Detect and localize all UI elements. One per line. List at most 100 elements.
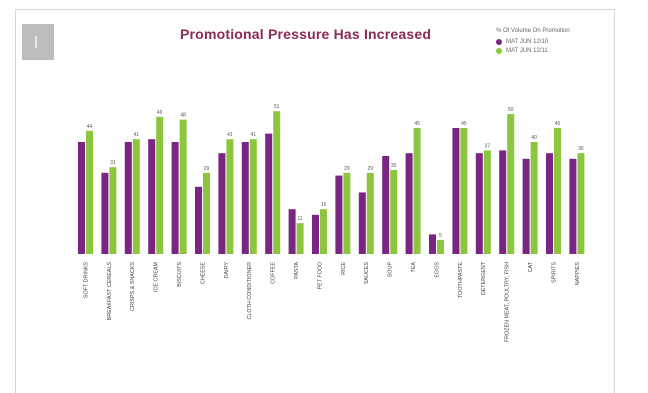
bar-2011-13 [390,170,398,254]
data-label-2011-5: 29 [204,166,210,172]
category-label-5: CHEESE [200,262,206,285]
bar-2010-15 [429,234,436,254]
bar-2010-7 [241,142,249,254]
legend-label-2011: MAT JUN 12/11 [506,48,548,54]
bar-2011-15 [437,240,444,254]
category-label-20: SPIRITS [551,262,557,283]
bar-2011-0 [86,130,93,254]
category-label-11: RICE [341,262,347,275]
category-label-8: COFFEE [271,262,277,284]
category-label-2: CRISPS & SNACKS [130,262,136,311]
category-label-15: EGGS [434,262,440,278]
category-label-12: SAUCES [364,262,370,285]
category-label-19: CAT [528,261,534,272]
data-label-2011-15: 5 [439,233,442,239]
category-label-0: SOFT DRINKS [83,262,89,299]
bar-2011-18 [507,114,515,254]
bar-2011-10 [320,209,327,254]
bar-2011-9 [296,223,304,254]
data-label-2011-10: 16 [321,202,327,208]
bar-2010-0 [78,142,85,254]
bar-2010-16 [452,128,460,254]
data-label-2011-20: 45 [555,121,561,127]
bar-2011-8 [273,111,281,254]
bar-2010-13 [382,156,390,254]
bar-2011-21 [577,153,585,254]
bar-2011-6 [226,139,234,254]
bar-2010-4 [171,142,179,254]
chart-title: Promotional Pressure Has Increased [180,26,432,42]
bar-2010-11 [335,175,343,254]
data-label-2011-14: 45 [414,121,420,127]
data-label-2011-18: 50 [508,107,514,113]
legend-title: % Of Volume On Promotion [496,28,570,34]
data-label-2011-13: 30 [391,163,397,169]
legend-swatch-2010 [496,39,502,45]
category-label-4: BISCUITS [177,262,183,287]
bar-2011-4 [179,119,187,254]
category-label-6: DAIRY [224,262,230,279]
category-label-3: ICE CREAM [154,261,160,291]
bar-2011-14 [413,128,421,254]
data-label-2011-21: 36 [578,146,584,152]
category-label-21: NAPPIES [575,262,581,286]
page-tab-mark [35,36,43,48]
bar-2011-20 [554,128,561,254]
category-label-18: FROZEN MEAT, POULTRY, FISH [505,262,511,342]
legend-entry-2011: MAT JUN 12/11 [496,48,570,54]
category-label-10: PET FOOD [317,262,323,290]
bar-2010-10 [312,214,319,254]
bar-2010-5 [195,186,202,254]
data-label-2011-12: 29 [368,166,374,172]
data-label-2011-17: 37 [485,143,491,149]
legend-entry-2010: MAT JUN 12/10 [496,39,570,45]
bar-2010-12 [358,192,366,254]
bar-2010-9 [288,209,296,254]
category-label-17: DETERGENT [481,261,487,295]
bar-2010-6 [218,153,226,254]
data-label-2011-3: 49 [157,110,163,116]
bar-2011-17 [483,150,491,254]
category-label-7: CLOTH CONDITIONER [247,262,253,320]
data-label-2011-9: 11 [297,216,302,222]
bar-2010-1 [101,172,109,254]
data-label-2011-7: 41 [251,132,257,138]
bar-2011-1 [109,167,117,254]
bar-2010-21 [569,158,577,254]
bar-2011-3 [156,116,164,254]
data-label-2011-8: 51 [274,104,280,110]
data-label-2011-16: 45 [461,121,467,127]
bar-2011-19 [530,142,538,254]
legend-swatch-2011 [496,48,502,54]
bar-2010-3 [148,139,156,254]
bar-2011-12 [366,172,374,254]
data-label-2011-2: 41 [134,132,140,138]
category-label-1: BREAKFAST CEREALS [107,262,113,321]
bar-2011-11 [343,172,351,254]
bar-2011-2 [132,139,140,254]
category-label-14: TEA [411,262,417,273]
data-label-2011-11: 29 [344,166,350,172]
category-label-9: PASTA [294,262,300,279]
data-label-2011-1: 31 [110,160,116,166]
category-label-13: SOUP [388,262,394,278]
bar-2011-5 [203,172,210,254]
bar-2010-20 [546,153,553,254]
category-label-16: TOOTHPASTE [458,262,464,298]
chart-legend: % Of Volume On Promotion MAT JUN 12/10 M… [496,28,570,57]
bar-2010-8 [265,133,273,254]
bar-2010-18 [499,150,507,254]
bar-2010-17 [475,153,483,254]
legend-label-2010: MAT JUN 12/10 [506,39,549,45]
page-tab [22,24,54,60]
data-label-2011-6: 41 [227,132,233,138]
bar-2010-14 [405,153,413,254]
data-label-2011-4: 48 [180,113,186,119]
bar-2010-2 [124,142,132,254]
data-label-2011-19: 40 [531,135,537,141]
data-label-2011-0: 44 [87,124,93,130]
bar-2010-19 [522,158,530,254]
bar-2011-16 [460,128,468,254]
bar-2011-7 [249,139,257,254]
